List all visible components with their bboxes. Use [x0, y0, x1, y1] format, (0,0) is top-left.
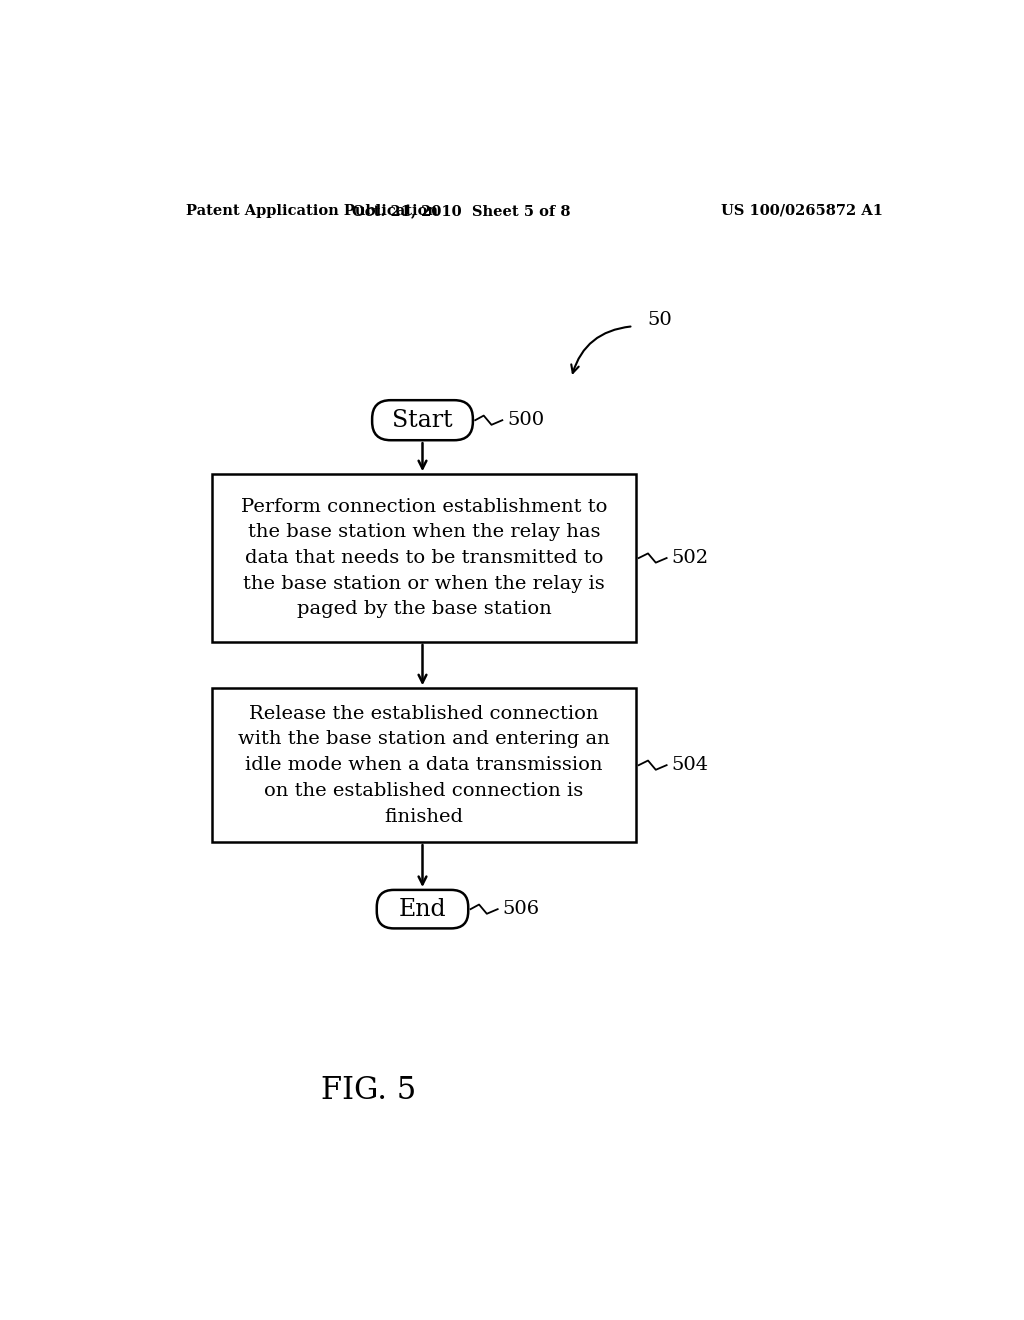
Text: Patent Application Publication: Patent Application Publication	[186, 203, 438, 218]
Text: US 100/0265872 A1: US 100/0265872 A1	[721, 203, 884, 218]
FancyBboxPatch shape	[372, 400, 473, 441]
Text: 506: 506	[503, 900, 540, 919]
Bar	[212, 688, 636, 842]
Text: 500: 500	[507, 412, 544, 429]
Text: FIG. 5: FIG. 5	[321, 1074, 416, 1106]
Text: End: End	[398, 898, 446, 920]
FancyBboxPatch shape	[377, 890, 468, 928]
Bar	[212, 474, 636, 642]
Text: Perform connection establishment to
the base station when the relay has
data tha: Perform connection establishment to the …	[241, 498, 607, 619]
Text: Release the established connection
with the base station and entering an
idle mo: Release the established connection with …	[239, 705, 610, 825]
Text: Oct. 21, 2010  Sheet 5 of 8: Oct. 21, 2010 Sheet 5 of 8	[352, 203, 570, 218]
Text: 50: 50	[647, 312, 672, 329]
FancyArrowPatch shape	[571, 326, 631, 374]
Text: 502: 502	[672, 549, 709, 568]
Text: Start: Start	[392, 409, 453, 432]
Text: 504: 504	[672, 756, 709, 774]
